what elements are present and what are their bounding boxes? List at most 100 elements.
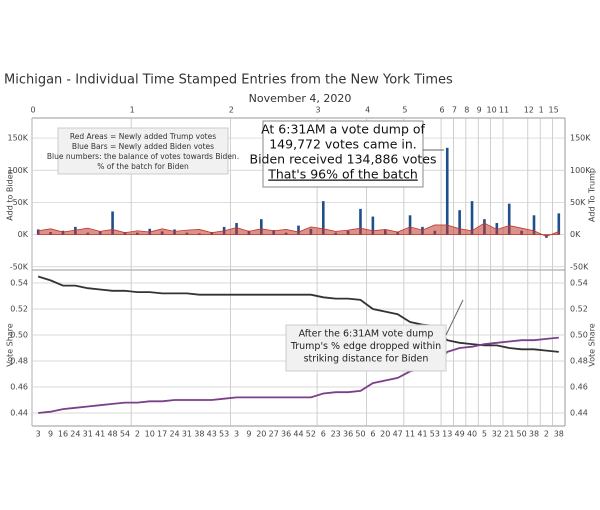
x-tick-label: 21 xyxy=(504,430,514,439)
x-tick-label: 36 xyxy=(281,430,291,439)
y2-tick-label: -50K xyxy=(570,262,589,271)
y-tick-label: 150K xyxy=(7,134,28,143)
annotation-text: At 6:31AM a vote dump of xyxy=(261,122,425,137)
y-tick-label: 50K xyxy=(13,198,29,207)
x-tick-label: 20 xyxy=(380,430,390,439)
annotation-text: 149,772 votes came in. xyxy=(269,137,417,152)
share-line xyxy=(38,336,559,414)
biden-bar xyxy=(470,201,474,235)
annotation-text: That's 96% of the batch xyxy=(267,167,418,182)
y2-tick-label: 0.48 xyxy=(570,357,588,366)
x-tick-label: 47 xyxy=(393,430,403,439)
x2-tick-label: 6 xyxy=(439,106,444,115)
y-tick-label: 0.54 xyxy=(10,279,28,288)
x-tick-label: 48 xyxy=(107,430,117,439)
x-tick-label: 32 xyxy=(492,430,502,439)
annotation-text: Biden received 134,886 votes xyxy=(250,152,437,167)
y2-tick-label: 100K xyxy=(570,166,591,175)
biden-bar xyxy=(445,147,449,235)
annotation-box xyxy=(285,324,447,372)
x-tick-label: 41 xyxy=(95,430,105,439)
y-tick-label: 0.48 xyxy=(10,357,28,366)
x-tick-label: 13 xyxy=(442,430,452,439)
trump-area xyxy=(37,222,560,237)
x-tick-label: 49 xyxy=(455,430,465,439)
annotation-text: % of the batch for Biden xyxy=(97,162,189,171)
x-tick-label: 10 xyxy=(145,430,155,439)
y2-tick-label: 0.54 xyxy=(570,279,588,288)
x2-tick-label: 10 xyxy=(487,106,497,115)
x-tick-label: 31 xyxy=(182,430,192,439)
x-tick-label: 9 xyxy=(246,430,251,439)
x-tick-label: 36 xyxy=(343,430,353,439)
x-tick-label: 9 xyxy=(48,430,53,439)
chart-title: Michigan - Individual Time Stamped Entri… xyxy=(4,73,453,88)
x-tick-label: 24 xyxy=(169,430,179,439)
x-tick-label: 23 xyxy=(331,430,341,439)
annotation-text: Blue numbers: the balance of votes towar… xyxy=(47,152,239,161)
y2-tick-label: 0.44 xyxy=(570,409,588,418)
x2-tick-label: 8 xyxy=(464,106,469,115)
biden-bar xyxy=(359,208,362,235)
y2-axis-label: Vote Share xyxy=(588,323,597,367)
y-tick-label: -50K xyxy=(10,262,29,271)
x-tick-label: 11 xyxy=(405,430,415,439)
y-tick-label: 0.44 xyxy=(10,409,28,418)
annotation-text: After the 6:31AM vote dump xyxy=(299,329,434,340)
biden-bar xyxy=(297,225,300,235)
y2-tick-label: 50K xyxy=(570,198,586,207)
x2-tick-label: 11 xyxy=(499,106,509,115)
annotation-box xyxy=(262,120,424,188)
y-tick-label: 100K xyxy=(7,166,28,175)
y2-tick-label: 0.50 xyxy=(570,331,588,340)
x-tick-label: 38 xyxy=(529,430,539,439)
y2-tick-label: 150K xyxy=(570,134,591,143)
biden-bar xyxy=(507,203,511,235)
biden-bar xyxy=(321,201,325,235)
biden-bar xyxy=(458,210,461,235)
x2-tick-label: 0 xyxy=(30,106,35,115)
y2-tick-label: 0.46 xyxy=(570,383,588,392)
x-tick-label: 20 xyxy=(256,430,266,439)
y-axis-label: Add to Biden xyxy=(6,169,15,220)
y-tick-label: 0K xyxy=(18,230,29,239)
x2-tick-label: 2 xyxy=(229,106,234,115)
x-tick-label: 2 xyxy=(544,430,549,439)
biden-bar xyxy=(260,219,263,235)
annotation-text: Red Areas = Newly added Trump votes xyxy=(70,132,216,141)
x2-tick-label: 5 xyxy=(402,106,407,115)
biden-bar xyxy=(532,215,536,235)
x-tick-label: 38 xyxy=(554,430,564,439)
y2-tick-label: 0K xyxy=(570,230,581,239)
x2-tick-label: 1 xyxy=(539,106,544,115)
x-tick-label: 52 xyxy=(306,430,316,439)
x2-tick-label: 12 xyxy=(524,106,534,115)
y2-tick-label: 0.52 xyxy=(570,305,588,314)
x-tick-label: 54 xyxy=(120,430,130,439)
y-tick-label: 0.46 xyxy=(10,383,28,392)
x-tick-label: 2 xyxy=(135,430,140,439)
x2-tick-label: 1 xyxy=(130,106,135,115)
x-tick-label: 50 xyxy=(517,430,527,439)
x-tick-label: 16 xyxy=(58,430,68,439)
biden-bar xyxy=(371,216,375,235)
x-tick-label: 24 xyxy=(70,430,80,439)
x-tick-label: 17 xyxy=(157,430,167,439)
annotation-text: Trump's % edge dropped within xyxy=(290,341,441,352)
x-tick-label: 41 xyxy=(417,430,427,439)
annotation-box xyxy=(57,127,229,175)
x-tick-label: 6 xyxy=(321,430,326,439)
annotation-text: Blue Bars = Newly added Biden votes xyxy=(72,142,214,151)
x2-tick-label: 3 xyxy=(316,106,321,115)
biden-bar xyxy=(408,215,412,235)
annotation-text: striking distance for Biden xyxy=(304,354,429,365)
biden-bar xyxy=(557,213,561,235)
chart-subtitle: November 4, 2020 xyxy=(249,92,352,105)
share-line xyxy=(37,275,559,353)
x-tick-label: 3 xyxy=(234,430,239,439)
x2-tick-label: 15 xyxy=(549,106,559,115)
x-tick-label: 31 xyxy=(83,430,93,439)
x-tick-label: 44 xyxy=(293,430,303,439)
